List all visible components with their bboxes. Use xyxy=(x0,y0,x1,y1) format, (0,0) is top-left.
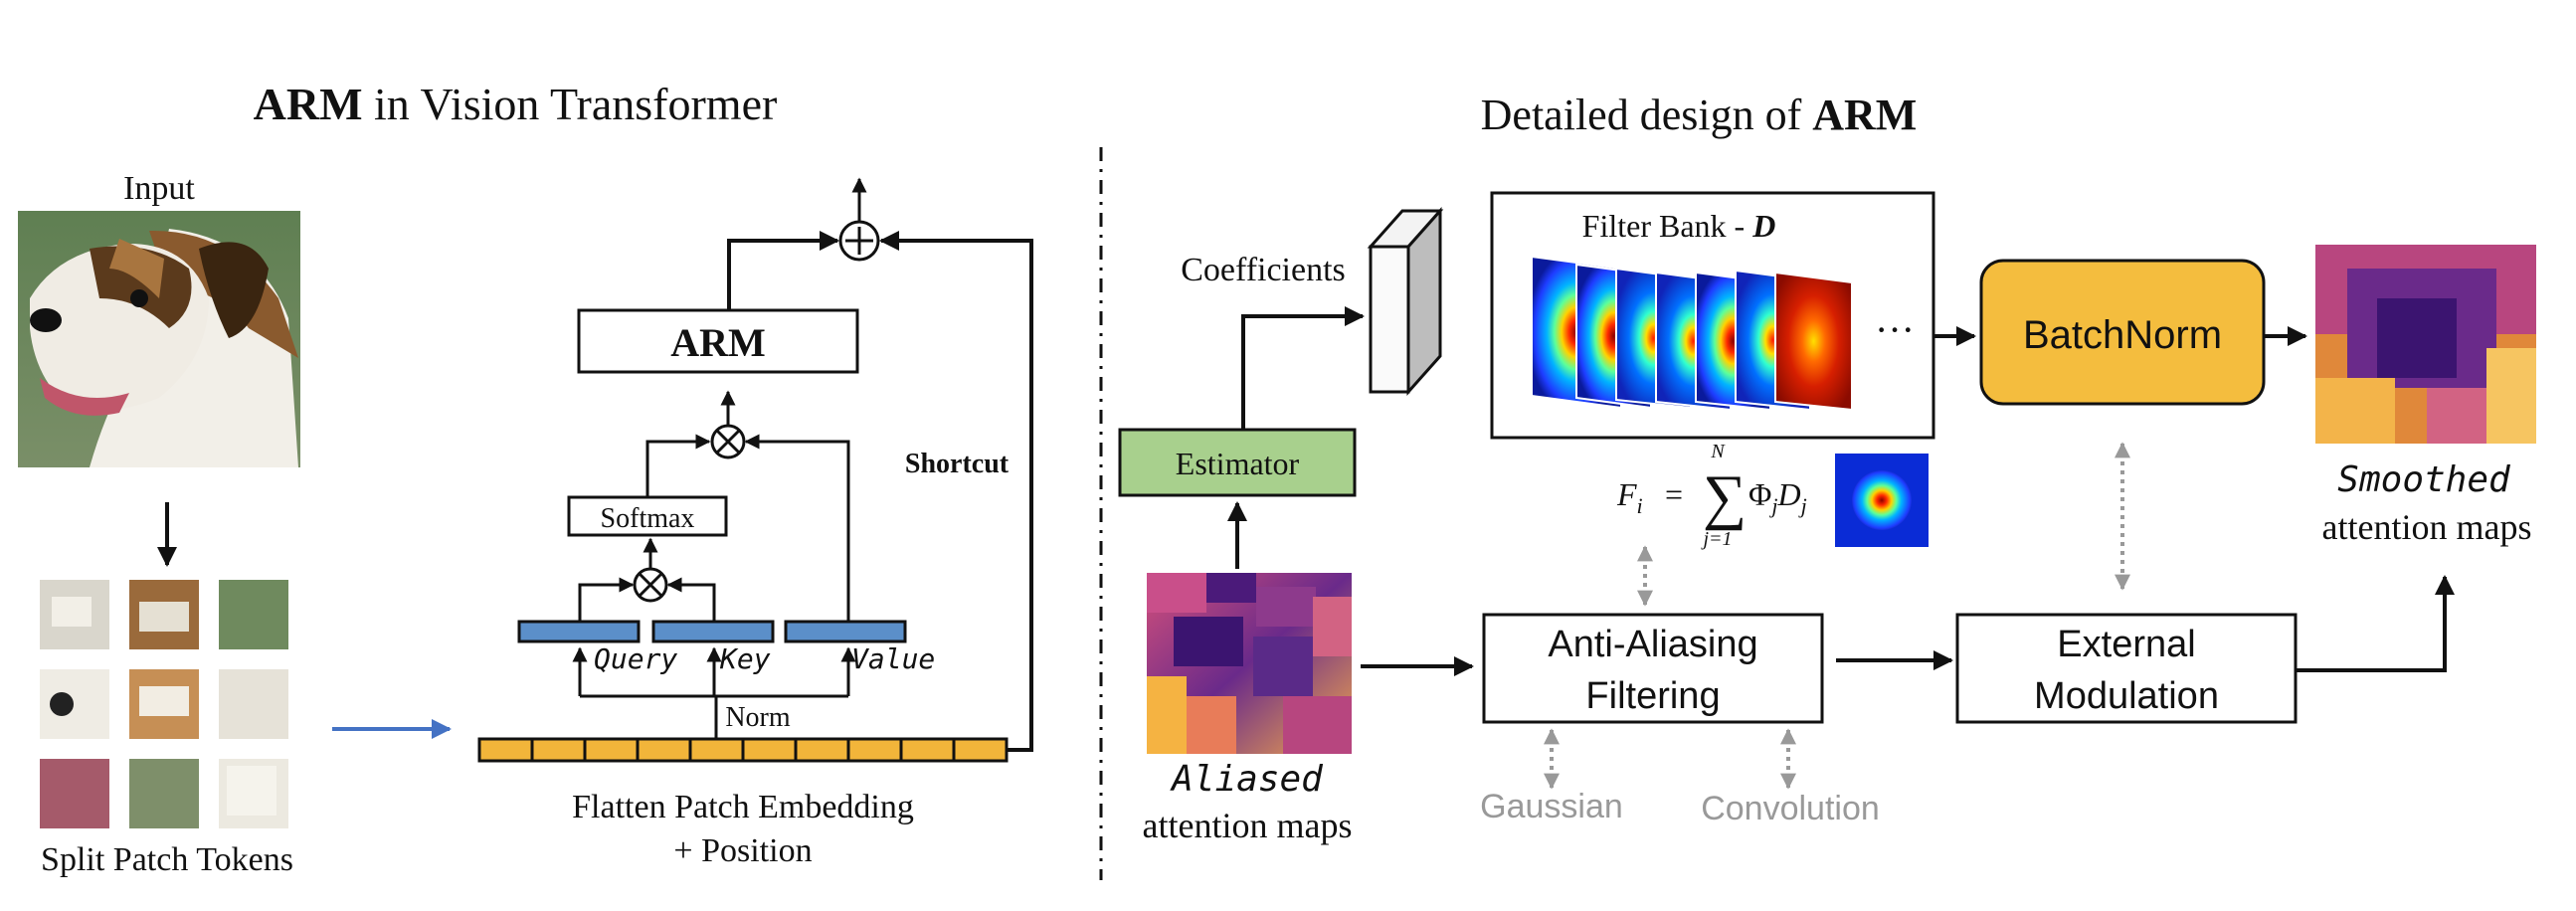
coefficients-label: Coefficients xyxy=(1181,252,1346,288)
external-modulation-box xyxy=(1955,613,2298,724)
token-embedding-bar xyxy=(477,737,1009,763)
value-to-mult xyxy=(744,434,850,622)
estimator-label: Estimator xyxy=(1176,446,1300,481)
aliased-label-line1: Aliased xyxy=(1170,759,1324,800)
query-label: Query xyxy=(594,642,677,675)
left-panel-title: ARM in Vision Transformer xyxy=(254,79,778,129)
key-label: Key xyxy=(719,642,771,675)
filter-output-map xyxy=(1835,454,1929,547)
svg-text:Fi: Fi xyxy=(1616,476,1643,518)
arm-to-add xyxy=(727,231,839,310)
shortcut-label: Shortcut xyxy=(905,449,1010,479)
right-panel-title: Detailed design of ARM xyxy=(1481,91,1918,139)
value-bar xyxy=(784,620,907,643)
external-label-line1: External xyxy=(2057,624,2195,665)
svg-text:j=1: j=1 xyxy=(1700,528,1732,550)
split-patch-tokens xyxy=(40,580,288,828)
embedding-label-line1: Flatten Patch Embedding xyxy=(572,789,914,825)
key-bar xyxy=(651,620,775,643)
aliased-label-line2: attention maps xyxy=(1143,806,1353,845)
split-label: Split Patch Tokens xyxy=(41,841,293,878)
arm-box xyxy=(577,308,859,374)
shortcut-path xyxy=(879,231,1033,752)
batchnorm-label: BatchNorm xyxy=(2023,313,2222,357)
input-dog-image xyxy=(18,211,300,467)
query-bar xyxy=(517,620,641,643)
svg-text:∑: ∑ xyxy=(1703,463,1747,531)
embedding-label-line2: + Position xyxy=(673,832,812,869)
input-label: Input xyxy=(123,170,195,207)
aliased-attention-map xyxy=(1147,573,1352,754)
svg-text:N: N xyxy=(1710,441,1726,462)
anti-aliasing-label-line1: Anti-Aliasing xyxy=(1548,624,1757,665)
smoothed-label-line2: attention maps xyxy=(2322,507,2532,547)
filter-bank-maps xyxy=(1531,255,1853,412)
smoothed-attention-map xyxy=(2315,245,2536,444)
query-to-mult xyxy=(578,577,635,622)
value-label: Value xyxy=(851,642,935,675)
anti-aliasing-box xyxy=(1482,613,1824,724)
svg-text:=: = xyxy=(1665,476,1683,512)
external-label-line2: Modulation xyxy=(2034,675,2219,717)
filter-bank-ellipsis: ··· xyxy=(1875,307,1915,352)
softmax-label: Softmax xyxy=(601,503,695,534)
arm-label: ARM xyxy=(670,320,766,365)
convolution-label: Convolution xyxy=(1701,790,1880,827)
batchnorm-box xyxy=(1979,259,2266,406)
key-to-mult xyxy=(666,577,716,622)
svg-text:ΦjDj: ΦjDj xyxy=(1748,476,1807,518)
estimator-box xyxy=(1118,428,1357,497)
coefficients-block xyxy=(1367,207,1444,396)
softmax-to-mult xyxy=(645,434,711,497)
smoothed-label-line1: Smoothed xyxy=(2337,459,2511,500)
estimator-to-coefficients xyxy=(1241,306,1365,430)
modulation-to-smoothed xyxy=(2296,575,2455,672)
norm-label: Norm xyxy=(725,702,791,733)
gaussian-label: Gaussian xyxy=(1480,788,1623,825)
filter-bank-label: Filter Bank - D xyxy=(1582,208,1776,244)
filter-formula: Fi = ∑ N j=1 ΦjDj xyxy=(1616,441,1807,550)
anti-aliasing-label-line2: Filtering xyxy=(1585,675,1720,717)
